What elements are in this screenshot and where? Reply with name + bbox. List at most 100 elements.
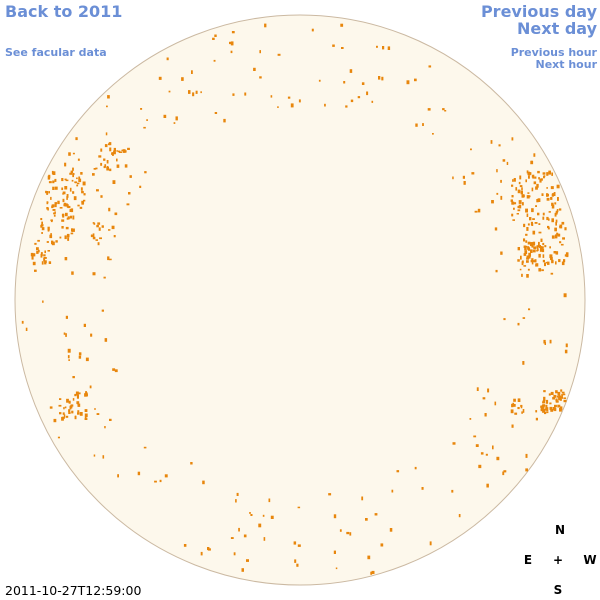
speck bbox=[71, 271, 74, 275]
speck bbox=[232, 93, 235, 96]
speck bbox=[108, 258, 112, 261]
speck bbox=[521, 187, 523, 190]
prev-day-link[interactable]: Previous day bbox=[481, 2, 598, 21]
speck bbox=[542, 400, 546, 404]
speck bbox=[143, 126, 146, 129]
back-year-link[interactable]: Back to 2011 bbox=[5, 2, 122, 21]
speck bbox=[376, 45, 378, 48]
speck bbox=[349, 69, 353, 73]
speck bbox=[85, 391, 87, 396]
speck bbox=[259, 76, 262, 79]
speck bbox=[381, 76, 384, 81]
speck bbox=[510, 199, 513, 202]
speck bbox=[503, 318, 506, 321]
speck bbox=[62, 192, 64, 195]
speck bbox=[565, 252, 569, 256]
speck bbox=[76, 177, 78, 180]
speck bbox=[63, 407, 65, 410]
speck bbox=[527, 246, 530, 250]
speck bbox=[78, 392, 81, 395]
speck bbox=[556, 232, 559, 235]
speck bbox=[50, 233, 52, 236]
speck bbox=[294, 559, 297, 563]
speck bbox=[37, 249, 40, 253]
speck bbox=[74, 415, 77, 419]
speck bbox=[387, 46, 391, 50]
speck bbox=[70, 232, 74, 235]
speck bbox=[70, 404, 74, 407]
speck bbox=[41, 221, 43, 225]
speck bbox=[62, 198, 65, 203]
speck bbox=[552, 204, 554, 208]
speck bbox=[263, 537, 266, 541]
speck bbox=[80, 187, 83, 191]
speck bbox=[154, 480, 157, 483]
speck bbox=[532, 249, 536, 253]
speck bbox=[556, 210, 558, 214]
speck bbox=[532, 218, 535, 220]
speck bbox=[244, 92, 247, 96]
speck bbox=[530, 242, 533, 247]
speck bbox=[532, 230, 536, 235]
speck bbox=[469, 418, 472, 420]
speck bbox=[544, 411, 547, 415]
speck bbox=[67, 355, 70, 359]
speck bbox=[559, 241, 562, 244]
facular-link[interactable]: See facular data bbox=[5, 46, 107, 59]
speck bbox=[72, 173, 75, 176]
speck bbox=[527, 192, 530, 194]
speck bbox=[542, 216, 545, 220]
speck bbox=[47, 250, 50, 252]
speck bbox=[534, 259, 537, 263]
speck bbox=[432, 133, 434, 135]
speck bbox=[81, 200, 84, 204]
speck bbox=[61, 178, 64, 182]
speck bbox=[55, 240, 58, 243]
speck bbox=[526, 195, 530, 199]
speck bbox=[75, 181, 78, 184]
speck bbox=[100, 162, 103, 166]
speck bbox=[361, 496, 364, 501]
speck bbox=[311, 28, 314, 32]
speck bbox=[343, 81, 346, 84]
prev-hour-link[interactable]: Previous hour bbox=[511, 46, 598, 59]
speck bbox=[522, 409, 525, 413]
speck bbox=[546, 172, 549, 176]
speck bbox=[560, 243, 564, 246]
speck bbox=[539, 178, 542, 183]
speck bbox=[341, 47, 344, 49]
speck bbox=[517, 259, 520, 262]
speck bbox=[414, 466, 417, 470]
speck bbox=[546, 187, 548, 189]
speck bbox=[65, 226, 69, 230]
speck bbox=[540, 246, 544, 249]
speck bbox=[540, 238, 543, 242]
speck bbox=[93, 168, 97, 170]
speck bbox=[391, 489, 394, 493]
speck bbox=[463, 181, 466, 185]
speck bbox=[77, 412, 80, 415]
speck bbox=[159, 479, 162, 483]
speck bbox=[100, 148, 103, 152]
speck bbox=[550, 391, 554, 395]
speck bbox=[65, 415, 69, 418]
next-day-link[interactable]: Next day bbox=[517, 19, 598, 38]
speck bbox=[549, 339, 552, 344]
speck bbox=[54, 186, 58, 190]
speck bbox=[81, 190, 84, 194]
speck bbox=[550, 197, 553, 200]
speck bbox=[238, 527, 240, 532]
speck bbox=[550, 272, 554, 275]
speck bbox=[100, 195, 103, 198]
speck bbox=[517, 322, 520, 326]
speck bbox=[374, 513, 378, 516]
next-hour-link[interactable]: Next hour bbox=[536, 58, 598, 71]
speck bbox=[519, 268, 522, 271]
speck bbox=[531, 258, 534, 262]
speck bbox=[113, 147, 116, 152]
speck bbox=[546, 197, 550, 201]
speck bbox=[550, 409, 554, 412]
speck bbox=[470, 148, 472, 151]
speck bbox=[536, 199, 539, 203]
speck bbox=[335, 567, 338, 570]
